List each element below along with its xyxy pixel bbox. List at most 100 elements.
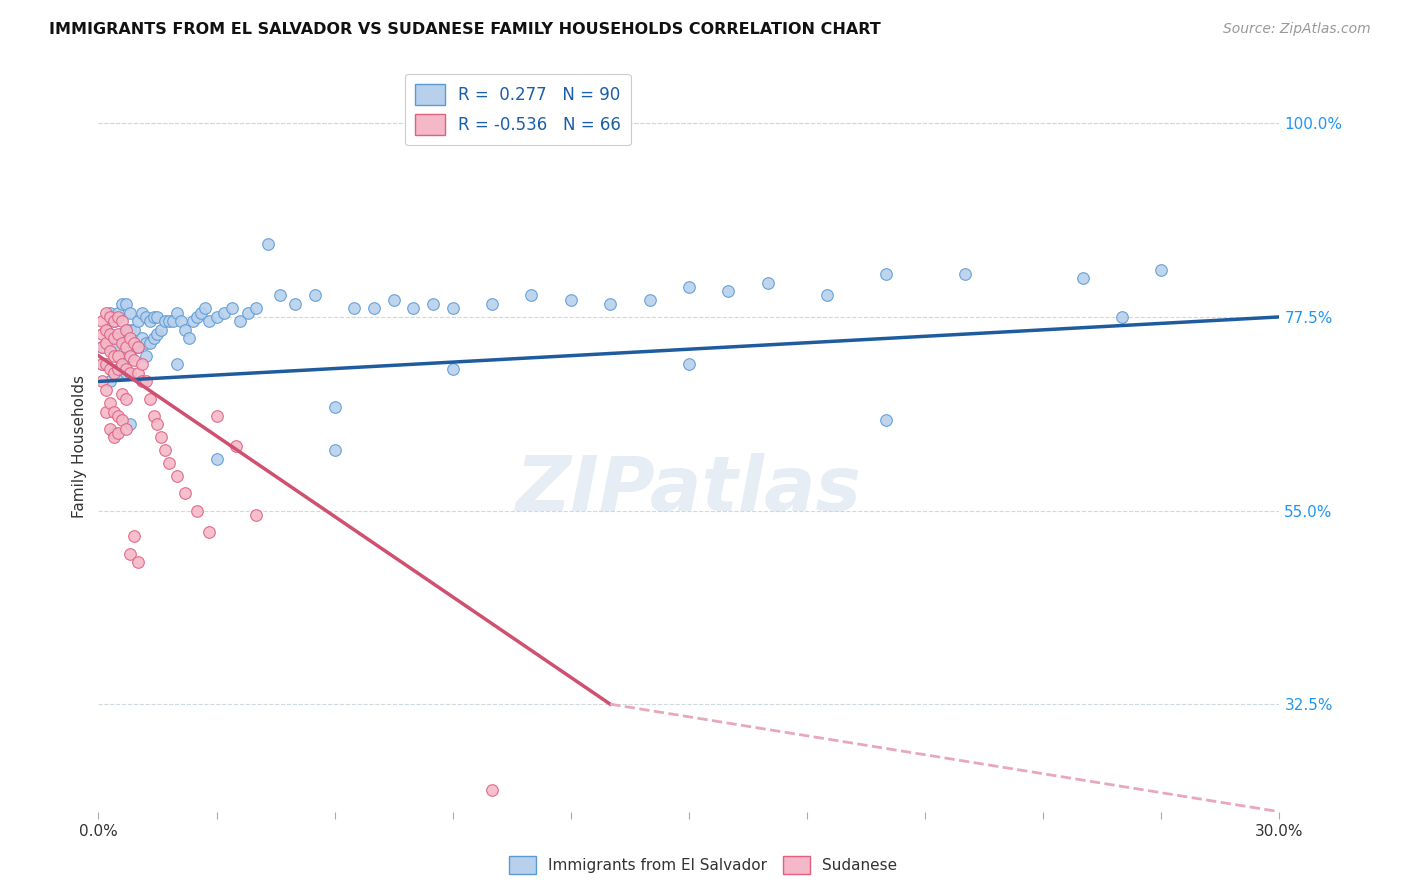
- Point: [599, 297, 621, 311]
- Point: [441, 301, 464, 316]
- Point: [150, 323, 173, 337]
- Point: [402, 301, 425, 316]
- Point: [91, 357, 114, 371]
- Point: [284, 297, 307, 311]
- Point: [127, 555, 149, 569]
- Point: [304, 288, 326, 302]
- Point: [127, 366, 149, 380]
- Point: [98, 422, 121, 436]
- Point: [131, 375, 153, 389]
- Point: [155, 314, 177, 328]
- Point: [98, 361, 121, 376]
- Point: [118, 305, 141, 319]
- Point: [96, 323, 118, 337]
- Point: [481, 783, 503, 797]
- Point: [111, 297, 134, 311]
- Point: [96, 335, 118, 350]
- Point: [441, 361, 464, 376]
- Point: [190, 305, 212, 319]
- Point: [135, 310, 157, 324]
- Text: ZIPatlas: ZIPatlas: [516, 453, 862, 527]
- Point: [1150, 262, 1173, 277]
- Text: IMMIGRANTS FROM EL SALVADOR VS SUDANESE FAMILY HOUSEHOLDS CORRELATION CHART: IMMIGRANTS FROM EL SALVADOR VS SUDANESE …: [49, 22, 882, 37]
- Point: [756, 276, 779, 290]
- Point: [815, 288, 838, 302]
- Point: [96, 404, 118, 418]
- Point: [146, 310, 169, 324]
- Point: [111, 314, 134, 328]
- Point: [96, 323, 118, 337]
- Point: [103, 366, 125, 380]
- Point: [245, 508, 267, 522]
- Point: [678, 280, 700, 294]
- Point: [382, 293, 405, 307]
- Point: [111, 327, 134, 342]
- Point: [229, 314, 252, 328]
- Point: [155, 443, 177, 458]
- Point: [146, 327, 169, 342]
- Point: [150, 430, 173, 444]
- Point: [115, 366, 138, 380]
- Point: [111, 335, 134, 350]
- Point: [135, 349, 157, 363]
- Point: [245, 301, 267, 316]
- Point: [122, 353, 145, 368]
- Point: [91, 340, 114, 354]
- Point: [127, 340, 149, 354]
- Point: [111, 387, 134, 401]
- Point: [103, 430, 125, 444]
- Point: [166, 469, 188, 483]
- Point: [638, 293, 661, 307]
- Point: [122, 323, 145, 337]
- Point: [177, 331, 200, 345]
- Point: [118, 547, 141, 561]
- Point: [118, 366, 141, 380]
- Point: [107, 409, 129, 423]
- Point: [170, 314, 193, 328]
- Point: [142, 331, 165, 345]
- Legend: R =  0.277   N = 90, R = -0.536   N = 66: R = 0.277 N = 90, R = -0.536 N = 66: [405, 74, 631, 145]
- Point: [142, 409, 165, 423]
- Point: [214, 305, 236, 319]
- Point: [103, 366, 125, 380]
- Point: [91, 357, 114, 371]
- Point: [343, 301, 366, 316]
- Point: [107, 349, 129, 363]
- Point: [138, 314, 160, 328]
- Point: [205, 451, 228, 466]
- Point: [256, 236, 278, 251]
- Point: [197, 314, 219, 328]
- Point: [115, 422, 138, 436]
- Point: [162, 314, 184, 328]
- Point: [107, 366, 129, 380]
- Point: [1111, 310, 1133, 324]
- Point: [127, 340, 149, 354]
- Point: [98, 396, 121, 410]
- Point: [135, 375, 157, 389]
- Point: [122, 335, 145, 350]
- Point: [560, 293, 582, 307]
- Point: [166, 305, 188, 319]
- Text: Source: ZipAtlas.com: Source: ZipAtlas.com: [1223, 22, 1371, 37]
- Point: [520, 288, 543, 302]
- Point: [103, 349, 125, 363]
- Point: [138, 335, 160, 350]
- Point: [96, 357, 118, 371]
- Point: [98, 327, 121, 342]
- Point: [115, 340, 138, 354]
- Point: [717, 284, 740, 298]
- Point: [363, 301, 385, 316]
- Point: [875, 267, 897, 281]
- Point: [107, 331, 129, 345]
- Point: [166, 357, 188, 371]
- Point: [118, 323, 141, 337]
- Point: [194, 301, 217, 316]
- Point: [96, 357, 118, 371]
- Point: [107, 361, 129, 376]
- Point: [142, 310, 165, 324]
- Point: [118, 417, 141, 432]
- Point: [131, 357, 153, 371]
- Point: [107, 426, 129, 441]
- Point: [205, 310, 228, 324]
- Point: [111, 357, 134, 371]
